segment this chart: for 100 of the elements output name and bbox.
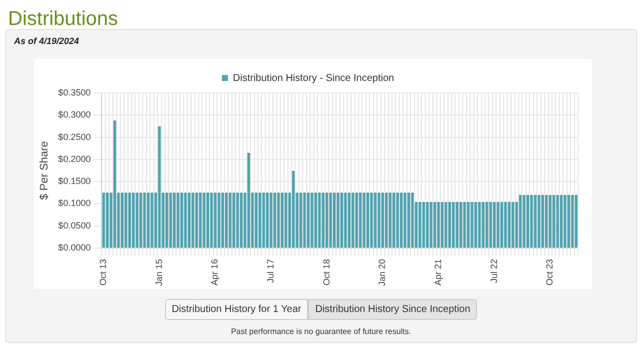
bar: [396, 192, 399, 248]
bar: [574, 194, 578, 248]
bar: [158, 126, 161, 248]
x-tick-label: Apr 16: [210, 258, 220, 286]
x-tick-label: Oct 23: [544, 258, 555, 286]
bar: [492, 202, 496, 248]
bar: [210, 192, 213, 248]
bar: [172, 192, 176, 248]
bar: [299, 192, 302, 248]
bar: [202, 192, 206, 248]
bar: [422, 202, 425, 248]
text: Past performance is no guarantee of future results.: [230, 327, 412, 336]
bar: [552, 194, 556, 248]
bar: [225, 192, 228, 248]
y-tick-label: $0.1500: [58, 176, 91, 186]
bar: [466, 202, 470, 248]
bar: [232, 192, 236, 248]
bar: [218, 192, 220, 248]
bar: [459, 202, 462, 248]
bar: [180, 192, 184, 248]
bar: [564, 194, 566, 248]
bar: [407, 192, 410, 248]
bar: [404, 192, 406, 248]
bar: [489, 202, 492, 248]
bar: [247, 152, 250, 248]
bar: [452, 202, 455, 248]
bar: [195, 192, 198, 248]
bar: [199, 192, 202, 248]
bar: [463, 202, 466, 248]
bar: [433, 202, 436, 248]
bar: [355, 192, 358, 248]
bar: [486, 202, 488, 248]
x-tick-label: Jul 17: [266, 258, 276, 284]
bar: [411, 192, 414, 248]
bar: [136, 192, 138, 248]
bar: [228, 192, 232, 248]
bar: [444, 202, 448, 248]
bar: [277, 192, 280, 248]
bar: [482, 202, 484, 248]
bar: [474, 202, 478, 248]
bar: [418, 202, 422, 248]
bar: [478, 202, 481, 248]
bar: [512, 202, 514, 248]
chart-subtitle: As of 4/19/2024: [13, 35, 80, 48]
bar: [184, 192, 187, 248]
bar: [448, 202, 451, 248]
bar: [192, 192, 194, 248]
bar: [322, 192, 324, 248]
bar: [132, 192, 135, 248]
bar: [262, 192, 265, 248]
x-tick-label: Jan 20: [377, 258, 388, 286]
bar: [310, 192, 314, 248]
toggle-button: Distribution History Since Inception: [308, 299, 478, 320]
bar: [102, 192, 105, 248]
bar: [332, 192, 336, 248]
bar: [359, 192, 362, 248]
bar: [388, 192, 392, 248]
bar: [258, 192, 262, 248]
bar: [541, 194, 544, 248]
bar: [519, 194, 522, 248]
bar: [124, 192, 128, 248]
bar: [221, 192, 224, 248]
bar: [236, 192, 239, 248]
bar: [188, 192, 191, 248]
bar: [280, 192, 284, 248]
bar: [143, 192, 146, 248]
bar: [374, 192, 377, 248]
bar: [150, 192, 154, 248]
y-tick-label: $0.2000: [58, 154, 91, 164]
bar: [567, 194, 570, 248]
bar: [169, 192, 172, 248]
bar: [336, 192, 340, 248]
bar: [437, 202, 440, 248]
y-tick-label: $0.2500: [58, 132, 91, 142]
bar: [270, 192, 272, 248]
y-axis-title: $ Per Share: [38, 141, 51, 200]
bar: [348, 192, 351, 248]
legend-label: Distribution History - Since Inception: [232, 72, 394, 84]
bar: [545, 194, 548, 248]
bar: [284, 192, 288, 248]
bar: [470, 202, 474, 248]
bar: [326, 192, 328, 248]
y-tick-label: $0.1000: [58, 198, 91, 208]
bar: [456, 202, 458, 248]
bar: [166, 192, 168, 248]
bar: [370, 192, 373, 248]
bar: [440, 202, 444, 248]
bar: [538, 194, 540, 248]
bar: [571, 194, 574, 248]
bar: [381, 192, 384, 248]
x-tick-label: Apr 21: [432, 258, 443, 286]
y-tick-label: $0.3000: [58, 110, 91, 120]
bar: [430, 202, 432, 248]
bar: [496, 202, 500, 248]
bar: [318, 192, 321, 248]
bar: [292, 170, 295, 248]
bar: [500, 202, 504, 248]
bar: [378, 192, 380, 248]
bar: [556, 194, 559, 248]
bar: [548, 194, 552, 248]
